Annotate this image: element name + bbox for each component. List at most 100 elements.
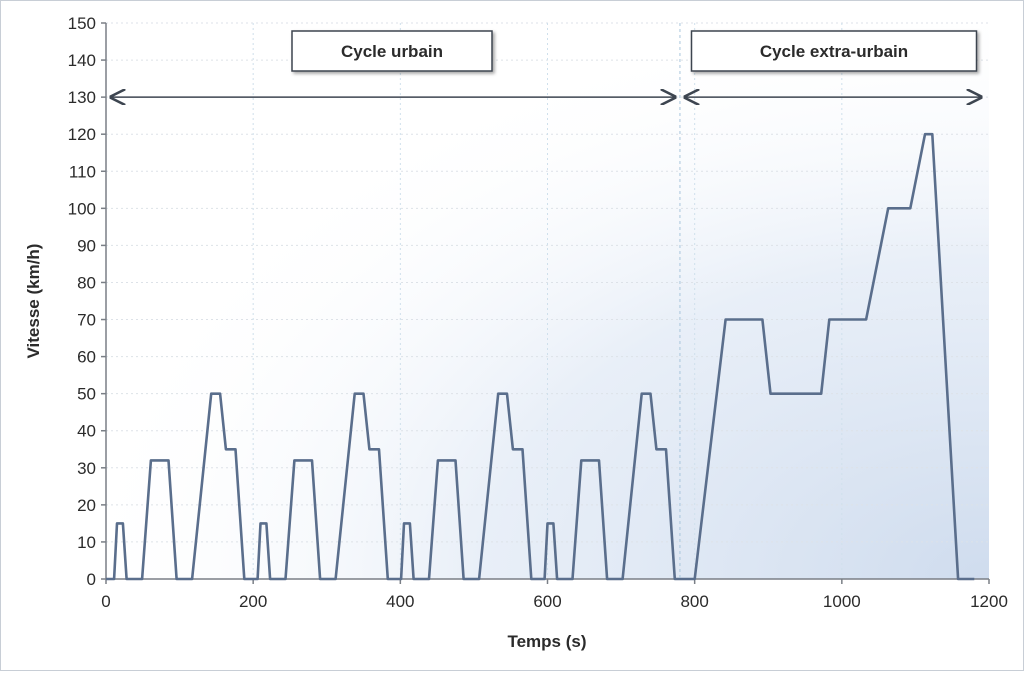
data-point-50 (571, 578, 573, 580)
annotation-label-0: Cycle urbain (341, 42, 443, 61)
data-point-28 (378, 448, 380, 450)
data-point-34 (412, 578, 414, 580)
data-point-49 (556, 578, 558, 580)
data-point-65 (828, 318, 830, 320)
data-point-14 (243, 578, 245, 580)
data-point-17 (259, 522, 261, 524)
data-point-68 (909, 207, 911, 209)
data-point-55 (640, 392, 642, 394)
data-point-0 (105, 578, 107, 580)
x-tick-label-0: 0 (101, 592, 110, 611)
data-point-3 (122, 522, 124, 524)
x-tick-label-1200: 1200 (970, 592, 1008, 611)
data-point-10 (210, 392, 212, 394)
data-point-54 (621, 578, 623, 580)
data-point-27 (368, 448, 370, 450)
data-point-41 (506, 392, 508, 394)
annotation-label-1: Cycle extra-urbain (760, 42, 908, 61)
data-point-24 (334, 578, 336, 580)
annotations-layer: Cycle urbain Cycle extra-urbain (111, 23, 981, 579)
y-tick-label-90: 90 (77, 236, 96, 255)
data-point-22 (311, 459, 313, 461)
x-tick-label-200: 200 (239, 592, 267, 611)
data-point-53 (606, 578, 608, 580)
data-point-30 (392, 578, 394, 580)
data-point-52 (598, 459, 600, 461)
data-point-42 (512, 448, 514, 450)
data-point-20 (284, 578, 286, 580)
data-point-40 (497, 392, 499, 394)
y-tick-label-150: 150 (68, 14, 96, 33)
data-point-59 (674, 578, 676, 580)
y-tick-label-140: 140 (68, 51, 96, 70)
data-point-13 (234, 448, 236, 450)
y-tick-label-70: 70 (77, 311, 96, 330)
annotation-box-1 (690, 30, 978, 72)
x-tick-label-800: 800 (680, 592, 708, 611)
data-point-8 (175, 578, 177, 580)
y-tick-label-60: 60 (77, 348, 96, 367)
data-point-37 (454, 459, 456, 461)
data-point-63 (769, 392, 771, 394)
data-point-23 (319, 578, 321, 580)
data-point-70 (931, 133, 933, 135)
data-point-26 (362, 392, 364, 394)
data-point-48 (552, 522, 554, 524)
x-tick-label-600: 600 (533, 592, 561, 611)
data-point-29 (387, 578, 389, 580)
data-point-7 (167, 459, 169, 461)
annotation-box-0 (291, 30, 493, 72)
data-point-2 (116, 522, 118, 524)
data-point-43 (521, 448, 523, 450)
data-point-9 (191, 578, 193, 580)
data-point-69 (924, 133, 926, 135)
series-line-0 (106, 132, 975, 581)
data-point-47 (546, 522, 548, 524)
data-point-25 (354, 392, 356, 394)
data-point-21 (293, 459, 295, 461)
y-tick-label-50: 50 (77, 385, 96, 404)
plot-background (106, 23, 989, 579)
data-point-35 (428, 578, 430, 580)
x-tick-label-1000: 1000 (823, 592, 861, 611)
data-point-38 (462, 578, 464, 580)
data-point-58 (665, 448, 667, 450)
y-tick-label-10: 10 (77, 533, 96, 552)
y-axis-label: Vitesse (km/h) (24, 244, 43, 359)
y-tick-label-110: 110 (69, 162, 96, 181)
data-point-1 (113, 578, 115, 580)
data-point-11 (219, 392, 221, 394)
data-point-18 (265, 522, 267, 524)
y-tick-label-20: 20 (77, 496, 96, 515)
data-point-71 (957, 578, 959, 580)
data-point-12 (225, 448, 227, 450)
y-tick-label-130: 130 (68, 88, 96, 107)
data-point-39 (478, 578, 480, 580)
x-tick-label-400: 400 (386, 592, 414, 611)
y-tick-label-80: 80 (77, 273, 96, 292)
data-point-60 (693, 578, 695, 580)
data-point-31 (400, 578, 402, 580)
data-point-4 (125, 578, 127, 580)
data-point-62 (761, 318, 763, 320)
data-point-64 (820, 392, 822, 394)
x-axis-label: Temps (s) (507, 632, 586, 651)
data-point-66 (865, 318, 867, 320)
data-point-44 (530, 578, 532, 580)
data-point-15 (248, 578, 250, 580)
data-point-57 (655, 448, 657, 450)
y-tick-label-100: 100 (68, 199, 96, 218)
data-point-67 (887, 207, 889, 209)
series-layer (105, 132, 975, 581)
data-point-6 (150, 459, 152, 461)
y-tick-label-120: 120 (68, 125, 96, 144)
data-point-46 (543, 578, 545, 580)
data-point-36 (437, 459, 439, 461)
tick-labels: 0 10 20 30 40 50 60 70 80 90 100 110 120 130 140 150 0 20… (68, 14, 1008, 611)
y-tick-label-0: 0 (87, 570, 96, 589)
data-point-51 (580, 459, 582, 461)
data-point-16 (256, 578, 258, 580)
data-point-45 (535, 578, 537, 580)
